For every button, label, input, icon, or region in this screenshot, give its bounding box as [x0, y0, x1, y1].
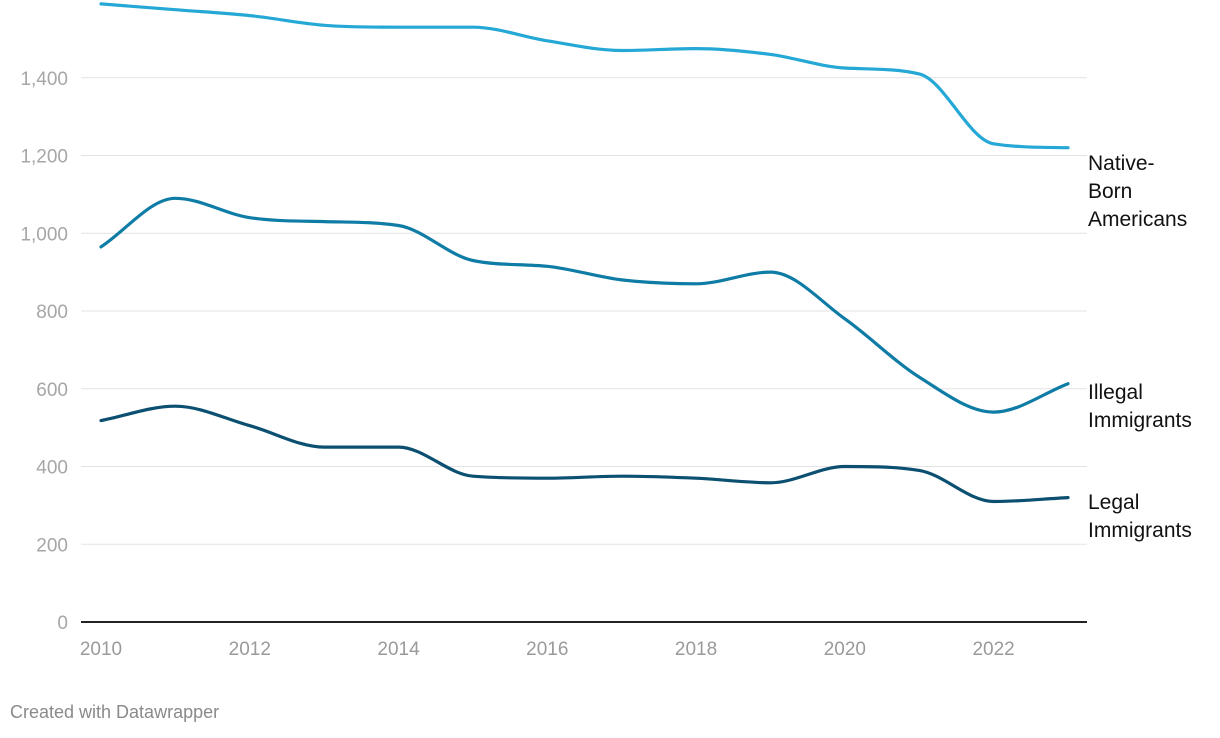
- series-label-line: Born: [1088, 180, 1132, 203]
- x-tick-label: 2012: [229, 639, 271, 660]
- series-label: Legal Immigrants: [1088, 491, 1192, 542]
- x-tick-label: 2010: [80, 639, 122, 660]
- gridlines: [81, 77, 1087, 623]
- y-tick-label: 0: [57, 613, 68, 634]
- y-tick-label: 200: [36, 535, 68, 556]
- series-label: Illegal Immigrants: [1088, 381, 1192, 432]
- y-tick-label: 800: [36, 302, 68, 323]
- y-tick-label: 1,000: [20, 224, 68, 245]
- x-axis-ticks: 2010 2012 2014 2016 2018 2020 2022: [80, 639, 1015, 660]
- series-label-line: Immigrants: [1088, 409, 1192, 432]
- y-tick-label: 1,200: [20, 147, 68, 168]
- x-tick-label: 2022: [972, 639, 1014, 660]
- x-tick-label: 2020: [824, 639, 866, 660]
- y-tick-label: 600: [36, 380, 68, 401]
- series-lines: [99, 2, 1070, 504]
- series-label-line: Immigrants: [1088, 519, 1192, 542]
- x-tick-label: 2014: [377, 639, 420, 660]
- series-label-line: Illegal: [1088, 381, 1143, 404]
- series-label-line: Legal: [1088, 491, 1139, 514]
- series-line-illegal-immigrants: [99, 196, 1070, 414]
- series-label-line: Americans: [1088, 208, 1187, 231]
- credit-text: Created with Datawrapper: [10, 702, 220, 722]
- y-tick-label: 400: [36, 458, 68, 479]
- x-tick-label: 2018: [675, 639, 717, 660]
- series-label-line: Native-: [1088, 152, 1155, 175]
- series-label: Native- Born Americans: [1088, 152, 1187, 231]
- x-tick-label: 2016: [526, 639, 568, 660]
- y-axis-ticks: 0 200 400 600 800 1,000 1,200 1,400: [20, 69, 68, 634]
- series-line-native-born-americans: [99, 2, 1070, 150]
- series-line-legal-immigrants: [99, 404, 1070, 504]
- y-tick-label: 1,400: [20, 69, 68, 90]
